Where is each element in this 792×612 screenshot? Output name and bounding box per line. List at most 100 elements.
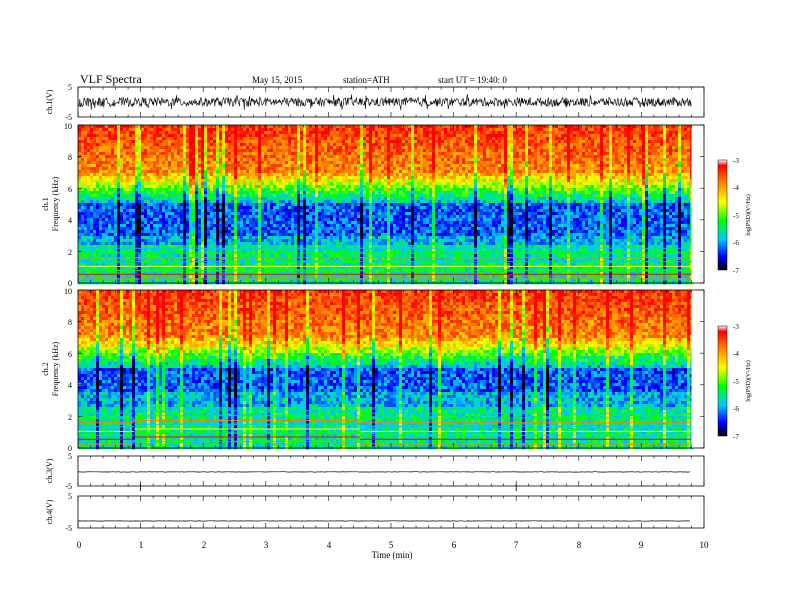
spectrogram-cell [192,185,196,189]
spectrogram-cell [330,131,334,135]
spectrogram-cell [300,197,304,201]
spectrogram-cell [327,197,331,201]
spectrogram-cell [300,239,304,243]
spectrogram-cell [117,239,121,243]
spectrogram-cell [150,152,154,156]
spectrogram-cell [261,227,265,231]
spectrogram-cell [336,176,340,180]
spectrogram-cell [351,194,355,198]
spectrogram-cell [171,263,175,267]
spectrogram-cell [135,254,139,258]
spectrogram-cell [333,182,337,186]
spectrogram-cell [135,149,139,153]
spectrogram-cell [204,152,208,156]
spectrogram-cell [213,257,217,261]
spectrogram-cell [306,137,310,141]
spectrogram-cell [126,188,130,192]
spectrogram-cell [105,143,109,147]
spectrogram-cell [324,194,328,198]
spectrogram-cell [315,140,319,144]
spectrogram-cell [207,191,211,195]
spectrogram-cell [279,191,283,195]
spectrogram-cell [192,143,196,147]
spectrogram-cell [339,197,343,201]
spectrogram-cell [357,254,361,258]
spectrogram-cell [99,236,103,240]
spectrogram-cell [105,248,109,252]
spectrogram-cell [228,197,232,201]
spectrogram-cell [324,227,328,231]
spectrogram-cell [162,137,166,141]
spectrogram-cell [231,248,235,252]
spectrogram-cell [162,140,166,144]
spectrogram-cell [291,185,295,189]
spectrogram-cell [153,194,157,198]
spectrogram-cell [174,143,178,147]
spectrogram-cell [225,134,229,138]
spectrogram-cell [309,209,313,213]
spectrogram-cell [354,155,358,159]
spectrogram-cell [225,272,229,276]
spectrogram-cell [90,152,94,156]
spectrogram-cell [153,167,157,171]
spectrogram-cell [243,149,247,153]
spectrogram-cell [162,239,166,243]
spectrogram-cell [252,173,256,177]
spectrogram-cell [291,200,295,204]
spectrogram-cell [303,230,307,234]
spectrogram-cell [198,206,202,210]
spectrogram-cell [273,125,277,129]
spectrogram-cell [228,233,232,237]
spectrogram-cell [336,158,340,162]
spectrogram-cell [117,158,121,162]
spectrogram-cell [87,242,91,246]
spectrogram-cell [144,128,148,132]
spectrogram-cell [168,254,172,258]
spectrogram-cell [324,131,328,135]
spectrogram-cell [276,152,280,156]
spectrogram-cell [171,137,175,141]
spectrogram-cell [351,170,355,174]
spectrogram-cell [285,125,289,129]
spectrogram-cell [315,230,319,234]
spectrogram-cell [225,278,229,282]
spectrogram-cell [225,185,229,189]
spectrogram-cell [162,254,166,258]
spectrogram-cell [249,209,253,213]
spectrogram-cell [312,224,316,228]
spectrogram-cell [297,188,301,192]
spectrogram-cell [279,278,283,282]
spectrogram-cell [210,242,214,246]
spectrogram-cell [300,224,304,228]
spectrogram-cell [159,128,163,132]
spectrogram-cell [213,242,217,246]
spectrogram-cell [141,194,145,198]
spectrogram-cell [270,200,274,204]
spectrogram-cell [198,275,202,279]
spectrogram-cell [297,137,301,141]
spectrogram-cell [330,203,334,207]
spectrogram-cell [276,137,280,141]
spectrogram-cell [189,146,193,150]
spectrogram-cell [186,200,190,204]
spectrogram-cell [243,128,247,132]
spectrogram-cell [102,239,106,243]
spectrogram-cell [240,188,244,192]
spectrogram-cell [153,140,157,144]
spectrogram-cell [312,233,316,237]
spectrogram-cell [198,218,202,222]
spectrogram-cell [348,206,352,210]
spectrogram-cell [339,239,343,243]
spectrogram-cell [255,221,259,225]
spectrogram-cell [315,125,319,129]
spectrogram-cell [114,224,118,228]
spectrogram-cell [357,164,361,168]
spectrogram-cell [171,179,175,183]
spectrogram-cell [333,239,337,243]
spectrogram-cell [162,233,166,237]
spectrogram-cell [78,188,82,192]
spectrogram-cell [345,221,349,225]
spectrogram-cell [264,233,268,237]
spectrogram-cell [195,272,199,276]
spectrogram-cell [192,191,196,195]
